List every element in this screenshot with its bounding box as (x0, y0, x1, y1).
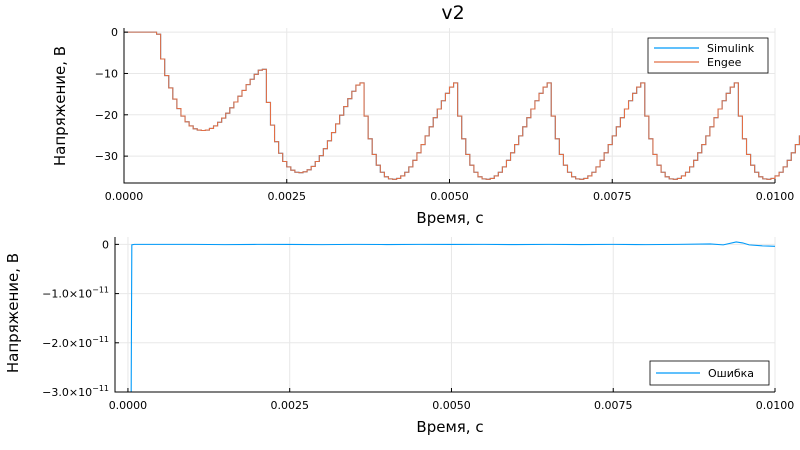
top-legend-box (647, 37, 769, 74)
bottom-series (121, 241, 776, 393)
bottom-x-ticks: 0.0000 0.0025 0.0050 0.0075 0.0100 (109, 388, 795, 412)
top-y-tick-label: −30 (95, 150, 118, 163)
bot-y-tick-exponent: −11 (92, 286, 109, 295)
top-y-tick-label: 0 (111, 26, 118, 39)
top-x-ticks: 0.0000 0.0025 0.0050 0.0075 0.0100 (105, 179, 795, 203)
bot-y-tick-label: −3.0×10−11 (42, 384, 109, 399)
bottom-chart: 0.0000 0.0025 0.0050 0.0075 0.0100 0−1.0×10−… (4, 237, 794, 436)
bot-y-tick-mantissa: −3.0×10 (42, 386, 92, 399)
bot-x-tick-label: 0.0050 (432, 399, 471, 412)
bot-y-tick-exponent: −11 (92, 384, 109, 393)
top-x-tick-label: 0.0075 (593, 190, 632, 203)
top-chart-title: v2 (441, 2, 464, 24)
bottom-y-ticks: 0−1.0×10−11−2.0×10−11−3.0×10−11 (42, 238, 119, 399)
bot-y-tick-label: −1.0×10−11 (42, 286, 109, 301)
top-x-tick-label: 0.0025 (268, 190, 307, 203)
top-x-tick-label: 0.0100 (756, 190, 795, 203)
top-series-line-1 (124, 31, 800, 180)
top-legend: Simulink Engee (647, 37, 769, 74)
bot-x-tick-label: 0.0075 (594, 399, 633, 412)
top-chart: v2 0.0000 0.0025 0.0050 0.0075 0.0100 0 −10 −2… (51, 2, 800, 227)
legend-label-error: Ошибка (708, 367, 754, 380)
bot-y-tick-mantissa: −2.0×10 (42, 337, 92, 350)
bottom-x-axis-label: Время, с (416, 418, 483, 436)
top-y-axis-label: Напряжение, В (51, 46, 69, 166)
bot-y-tick-label: −2.0×10−11 (42, 335, 109, 350)
top-x-axis-label: Время, с (416, 209, 483, 227)
top-x-tick-label: 0.0000 (105, 190, 144, 203)
legend-label-simulink: Simulink (707, 42, 755, 55)
bot-series-line-0 (121, 241, 776, 393)
bot-x-tick-label: 0.0100 (756, 399, 795, 412)
top-y-ticks: 0 −10 −20 −30 (95, 26, 128, 163)
bot-y-tick-exponent: −11 (92, 335, 109, 344)
bot-y-tick-mantissa: −1.0×10 (42, 288, 92, 301)
legend-label-engee: Engee (707, 56, 742, 69)
bot-y-tick-label: 0 (102, 238, 109, 251)
bot-y-tick-mantissa: 0 (102, 238, 109, 251)
top-y-tick-label: −20 (95, 109, 118, 122)
bottom-legend: Ошибка (649, 360, 770, 386)
top-x-tick-label: 0.0050 (430, 190, 469, 203)
top-series (124, 31, 800, 180)
bottom-y-axis-label: Напряжение, В (4, 253, 22, 373)
top-y-tick-label: −10 (95, 67, 118, 80)
bot-x-tick-label: 0.0025 (270, 399, 309, 412)
bot-x-tick-label: 0.0000 (109, 399, 148, 412)
